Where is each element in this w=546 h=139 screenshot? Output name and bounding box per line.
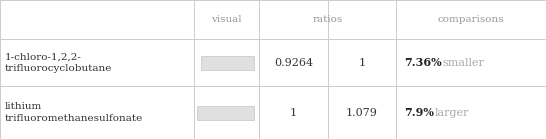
Bar [197,106,254,120]
Text: 1.079: 1.079 [346,108,378,118]
Text: 7.9%: 7.9% [404,107,434,118]
Text: smaller: smaller [442,58,484,68]
Text: 1: 1 [358,58,365,68]
Bar [201,56,254,70]
Text: visual: visual [211,15,242,24]
Text: 0.9264: 0.9264 [274,58,313,68]
Text: comparisons: comparisons [437,15,505,24]
Text: 1: 1 [290,108,297,118]
Text: 7.36%: 7.36% [404,57,442,68]
Text: 1-chloro-1,2,2-
trifluorocyclobutane: 1-chloro-1,2,2- trifluorocyclobutane [4,52,112,73]
Text: lithium
trifluoromethanesulfonate: lithium trifluoromethanesulfonate [4,102,143,123]
Text: larger: larger [435,108,470,118]
Text: ratios: ratios [312,15,343,24]
